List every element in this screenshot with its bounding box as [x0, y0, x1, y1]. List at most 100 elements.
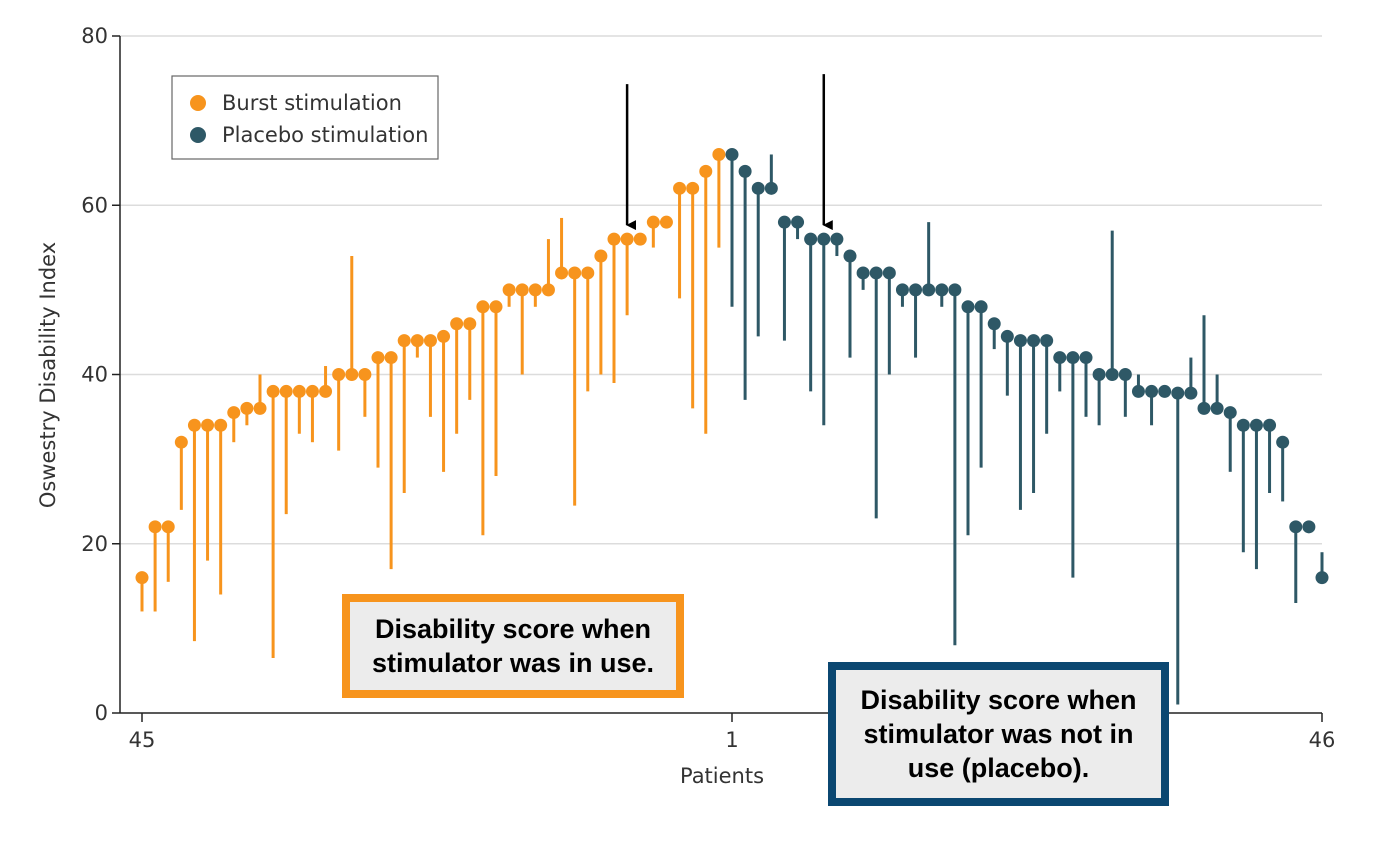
- data-point: [463, 317, 477, 331]
- data-point: [319, 384, 333, 398]
- data-point: [174, 435, 188, 449]
- data-point: [1289, 520, 1303, 534]
- data-point: [1210, 401, 1224, 415]
- data-point: [1302, 520, 1316, 534]
- data-point: [345, 368, 359, 381]
- data-point: [371, 351, 385, 365]
- y-tick-label: 80: [81, 24, 108, 48]
- data-point: [279, 384, 293, 398]
- data-point: [712, 147, 726, 161]
- data-point: [240, 401, 254, 415]
- data-point: [751, 181, 765, 195]
- data-point: [528, 283, 542, 297]
- data-point: [646, 215, 660, 229]
- data-point: [935, 283, 949, 297]
- x-axis-label: Patients: [680, 764, 764, 788]
- data-point: [882, 266, 896, 280]
- data-point: [476, 300, 490, 314]
- data-point: [1000, 329, 1014, 343]
- data-point: [594, 249, 608, 263]
- legend-marker: [190, 127, 206, 143]
- data-point: [1276, 435, 1290, 449]
- placebo-callout: Disability score when stimulator was not…: [828, 662, 1169, 806]
- legend-label: Burst stimulation: [222, 91, 402, 115]
- data-point: [410, 334, 424, 348]
- data-point: [568, 266, 582, 280]
- y-tick-label: 0: [95, 701, 108, 725]
- x-tick-label: 1: [725, 728, 738, 752]
- data-point: [253, 401, 267, 415]
- data-point: [292, 384, 306, 398]
- legend-marker: [190, 95, 206, 111]
- data-point: [201, 418, 215, 432]
- data-point: [869, 266, 883, 280]
- legend-label: Placebo stimulation: [222, 123, 428, 147]
- data-point: [686, 181, 700, 195]
- data-point: [502, 283, 516, 297]
- data-point: [1223, 406, 1237, 420]
- data-point: [961, 300, 975, 314]
- data-point: [515, 283, 529, 297]
- data-point: [397, 334, 411, 348]
- data-point: [948, 283, 962, 297]
- y-tick-label: 40: [81, 363, 108, 387]
- legend-box: [171, 75, 439, 160]
- x-tick-label: 46: [1309, 728, 1336, 752]
- data-point: [1171, 386, 1185, 400]
- data-point: [1236, 418, 1250, 432]
- data-point: [581, 266, 595, 280]
- data-point: [1158, 384, 1172, 398]
- data-point: [541, 283, 555, 297]
- data-point: [1040, 334, 1054, 348]
- data-point: [856, 266, 870, 280]
- data-point: [633, 232, 647, 246]
- y-axis-label: Oswestry Disability Index: [36, 242, 60, 508]
- data-point: [830, 232, 844, 246]
- y-tick-label: 60: [81, 193, 108, 217]
- data-point: [1184, 386, 1198, 400]
- data-point: [1053, 351, 1067, 365]
- data-point: [1131, 384, 1145, 398]
- data-point: [332, 368, 346, 381]
- data-point: [1079, 351, 1093, 365]
- data-point: [266, 384, 280, 398]
- data-point: [699, 164, 713, 178]
- range-stems: [140, 154, 1324, 705]
- data-point: [1118, 368, 1132, 381]
- data-point: [1263, 418, 1277, 432]
- data-point: [437, 329, 451, 343]
- data-point: [987, 317, 1001, 331]
- data-point: [187, 418, 201, 432]
- x-tick-label: 45: [129, 728, 156, 752]
- data-point: [135, 571, 149, 585]
- pointer-arrows: [625, 74, 833, 231]
- y-tick-label: 20: [81, 532, 108, 556]
- data-point: [423, 334, 437, 348]
- data-point: [148, 520, 162, 534]
- value-dots: [135, 147, 1329, 585]
- data-point: [555, 266, 569, 280]
- data-point: [489, 300, 503, 314]
- data-point: [1197, 401, 1211, 415]
- data-point: [764, 181, 778, 195]
- data-point: [607, 232, 621, 246]
- data-point: [384, 351, 398, 365]
- data-point: [358, 368, 372, 381]
- data-point: [305, 384, 319, 398]
- data-point: [1066, 351, 1080, 365]
- data-point: [673, 181, 687, 195]
- data-point: [922, 283, 936, 297]
- data-point: [214, 418, 228, 432]
- burst-callout: Disability score when stimulator was in …: [342, 594, 684, 698]
- legend: Burst stimulation Placebo stimulation: [171, 75, 439, 160]
- data-point: [843, 249, 857, 263]
- data-point: [738, 164, 752, 178]
- data-point: [1145, 384, 1159, 398]
- data-point: [725, 147, 739, 161]
- data-point: [777, 215, 791, 229]
- data-point: [895, 283, 909, 297]
- data-point: [1013, 334, 1027, 348]
- data-point: [1315, 571, 1329, 585]
- data-point: [909, 283, 923, 297]
